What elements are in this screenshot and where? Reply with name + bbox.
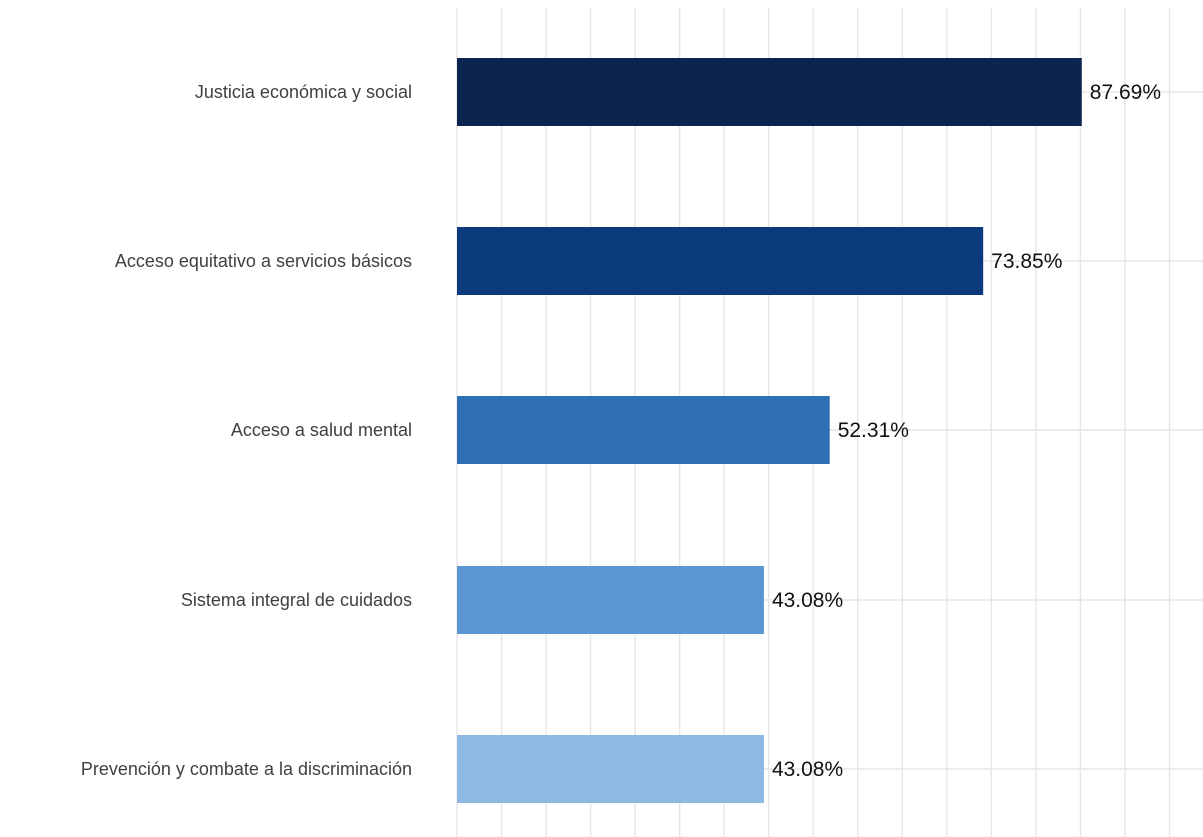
bar — [457, 227, 984, 295]
bars — [457, 58, 1082, 803]
value-label: 52.31% — [838, 419, 909, 442]
category-label: Justicia económica y social — [195, 82, 412, 102]
value-label: 43.08% — [772, 589, 843, 612]
category-label: Acceso equitativo a servicios básicos — [115, 251, 412, 271]
value-label: 73.85% — [991, 250, 1062, 273]
bar — [457, 58, 1082, 126]
labels: Justicia económica y social 87.69% Acceso … — [81, 81, 1161, 781]
category-label: Sistema integral de cuidados — [181, 590, 412, 610]
value-label: 87.69% — [1090, 81, 1161, 104]
bar — [457, 566, 764, 634]
category-label: Prevención y combate a la discriminación — [81, 759, 412, 779]
bar — [457, 735, 764, 803]
bar — [457, 396, 830, 464]
category-label: Acceso a salud mental — [231, 420, 412, 440]
value-label: 43.08% — [772, 758, 843, 781]
